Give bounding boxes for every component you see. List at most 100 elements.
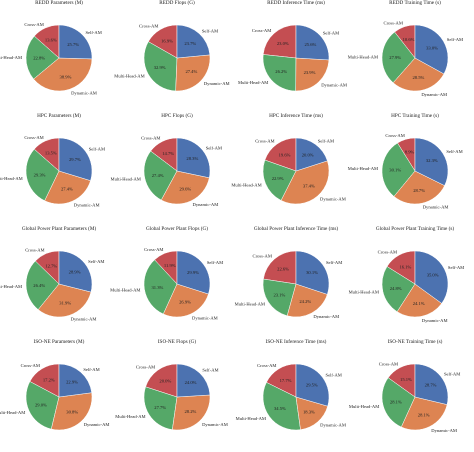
slice-percent-label: 29.0% — [35, 403, 47, 408]
slice-category-label: Multi-Head-AM — [349, 404, 379, 409]
slice-percent-label: 22.6% — [277, 267, 289, 272]
pie-slice-dynamic-am — [286, 283, 328, 318]
pie-slice-self-am — [295, 250, 330, 295]
slice-percent-label: 30.1% — [306, 270, 318, 275]
slice-category-label: Dynamic-AM — [84, 422, 110, 427]
chart-title: ISO-NE Training Time (s) — [387, 339, 443, 345]
pie-chart-panel: HPC Flops (G) 14.7% Cross-AM 27.4% Multi-Hea… — [111, 113, 236, 226]
slice-category-label: Dynamic-AM — [204, 81, 230, 86]
chart-title: HPC Flops (G) — [161, 113, 193, 119]
slice-category-label: Multi-Head-AM — [236, 416, 266, 421]
chart-title: ISO-NE Inference Time (ms) — [265, 339, 327, 345]
slice-percent-label: 13.5% — [45, 151, 57, 156]
pie-chart: 14.7% Cross-AM 27.4% Multi-Head-AM 29.6% Dyna… — [111, 136, 223, 208]
pie-slice-dynamic-am — [396, 283, 443, 318]
slice-category-label: Self-AM — [326, 372, 342, 377]
slice-percent-label: 31.9% — [59, 300, 71, 305]
slice-category-label: Cross-AM — [139, 24, 158, 29]
pie-slice-self-am — [414, 24, 449, 75]
slice-category-label: Self-AM — [318, 139, 334, 144]
slice-percent-label: 37.4% — [303, 184, 315, 189]
slice-category-label: Cross-AM — [21, 363, 40, 368]
slice-percent-label: 29.9% — [187, 270, 199, 275]
slice-percent-label: 16.1% — [399, 264, 411, 269]
slice-percent-label: 24.2% — [299, 299, 311, 304]
slice-category-label: Cross-AM — [24, 135, 43, 140]
slice-percent-label: 27.7% — [154, 405, 166, 410]
slice-category-label: Self-AM — [323, 30, 339, 35]
pie-slice-dynamic-am — [33, 57, 93, 92]
slice-percent-label: 26.4% — [33, 283, 45, 288]
pie-slice-multi-head-am — [143, 259, 178, 315]
pie-slice-multi-head-am — [143, 150, 178, 201]
pie-chart: 16.9% Cross-AM 32.9% Multi-Head-AM 27.4% Dyna… — [114, 24, 230, 92]
slice-percent-label: 24.0% — [185, 380, 197, 385]
slice-percent-label: 38.9% — [60, 74, 72, 79]
slice-category-label: Self-AM — [326, 260, 342, 265]
slice-percent-label: 32.9% — [154, 65, 166, 70]
slice-category-label: Cross-AM — [378, 249, 397, 254]
slice-category-label: Cross-AM — [136, 365, 155, 370]
pie-chart-panel: HPC Training Time (s) 8.9% Cross-AM 30.1% Mu… — [348, 113, 474, 226]
pie-slice-multi-head-am — [381, 31, 416, 84]
slice-percent-label: 16.9% — [161, 38, 173, 43]
slice-category-label: Multi-Head-AM — [0, 55, 22, 60]
chart-title: ISO-NE Parameters (M) — [33, 339, 85, 345]
slice-category-label: Cross-AM — [253, 254, 272, 259]
slice-category-label: Cross-AM — [379, 362, 398, 367]
pie-slice-dynamic-am — [280, 160, 330, 205]
pie-slice-self-am — [414, 250, 449, 304]
slice-category-label: Cross-AM — [144, 247, 163, 252]
slice-percent-label: 23.7% — [184, 41, 196, 46]
slice-percent-label: 26.9% — [179, 300, 191, 305]
slice-percent-label: 29.5% — [306, 383, 318, 388]
pie-chart: 17.2% Cross-AM 29.0% Multi-Head-AM 30.8% Dyna… — [0, 363, 110, 431]
slice-category-label: Dynamic-AM — [74, 202, 100, 207]
slice-percent-label: 25.7% — [67, 42, 79, 47]
pie-slice-multi-head-am — [143, 386, 178, 430]
pie-slice-self-am — [295, 137, 328, 172]
slice-category-label: Self-AM — [86, 30, 102, 35]
chart-title: Global Power Plant Inference Time (ms) — [253, 226, 339, 232]
slice-category-label: Self-AM — [444, 372, 460, 377]
pie-chart-panel: REDD Inference Time (ms) 23.0% Cross-AM 26.… — [237, 0, 355, 113]
pie-slice-dynamic-am — [393, 170, 445, 205]
slice-percent-label: 28.7% — [425, 382, 437, 387]
pie-slice-dynamic-am — [44, 170, 91, 205]
slice-category-label: Dynamic-AM — [320, 423, 346, 428]
pie-slice-multi-head-am — [381, 266, 416, 313]
pie-chart-panel: HPC Inference Time (ms) 19.6% Cross-AM 22.9… — [231, 113, 355, 226]
slice-percent-label: 24.8% — [390, 286, 402, 291]
slice-category-label: Multi-Head-AM — [238, 80, 268, 85]
pie-chart: 12.7% Cross-AM 26.4% Multi-Head-AM 31.9% Dyna… — [0, 248, 104, 322]
slice-category-label: Cross-AM — [24, 22, 43, 27]
slice-category-label: Dynamic-AM — [71, 91, 97, 96]
pie-slice-self-am — [58, 250, 93, 293]
chart-title: REDD Parameters (M) — [35, 0, 83, 6]
pie-slice-dynamic-am — [400, 396, 448, 431]
pie-chart: 11.9% Cross-AM 31.3% Multi-Head-AM 26.9% Dyna… — [110, 247, 223, 320]
slice-category-label: Dynamic-AM — [321, 83, 347, 88]
slice-category-label: Multi-Head-AM — [0, 176, 23, 181]
pie-slice-self-am — [58, 363, 93, 398]
pie-slice-self-am — [176, 363, 211, 398]
pie-chart: 8.9% Cross-AM 30.1% Multi-Head-AM 28.7% Dynam… — [348, 133, 463, 210]
pie-chart-panel: HPC Parameters (M) 13.5% Cross-AM 29.3% Mult… — [0, 113, 118, 226]
slice-category-label: Cross-AM — [255, 138, 274, 143]
slice-percent-label: 26.2% — [275, 69, 287, 74]
slice-category-label: Self-AM — [83, 367, 99, 372]
slice-percent-label: 28.1% — [418, 412, 430, 417]
chart-title: Global Power Plant Flops (G) — [146, 226, 208, 232]
chart-title: HPC Parameters (M) — [37, 113, 81, 119]
chart-title: HPC Inference Time (ms) — [269, 113, 323, 119]
slice-percent-label: 28.7% — [413, 188, 425, 193]
pie-slice-multi-head-am — [25, 381, 60, 430]
pie-slice-self-am — [176, 137, 211, 179]
slice-category-label: Self-AM — [202, 28, 218, 33]
pie-slice-self-am — [58, 137, 93, 181]
pie-slice-dynamic-am — [392, 57, 445, 92]
pie-chart: 23.0% Cross-AM 26.2% Multi-Head-AM 23.9% Dyna… — [238, 24, 347, 92]
slice-category-label: Multi-Head-AM — [0, 410, 25, 415]
slice-percent-label: 10.6% — [403, 37, 415, 42]
slice-percent-label: 30.1% — [389, 167, 401, 172]
